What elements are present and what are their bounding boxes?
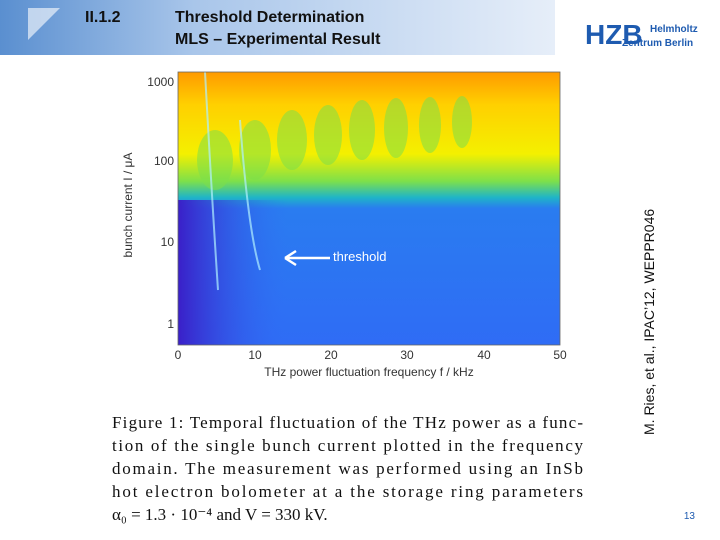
title-line: MLS – Experimental Result bbox=[175, 31, 381, 48]
y-axis-label: bunch current I / μA bbox=[121, 153, 135, 258]
y-tick-label: 1 bbox=[167, 317, 174, 331]
x-tick-label: 40 bbox=[477, 348, 491, 362]
caption-line: domain. The measurement was performed us… bbox=[112, 459, 583, 478]
x-tick-label: 50 bbox=[553, 348, 567, 362]
caption-line: α₀ = 1.3 · 10⁻⁴ and V = 330 kV. bbox=[112, 505, 328, 524]
spectrogram bbox=[177, 71, 561, 346]
title-line: Threshold Determination bbox=[175, 9, 364, 26]
x-tick-label: 20 bbox=[324, 348, 338, 362]
logo-mark: HZB bbox=[585, 19, 643, 50]
y-tick-label: 1000 bbox=[147, 75, 174, 89]
logo-text: Zentrum Berlin bbox=[622, 38, 693, 49]
x-axis-label: THz power fluctuation frequency f / kHz bbox=[264, 365, 473, 379]
y-tick-label: 100 bbox=[154, 154, 174, 168]
header-band bbox=[0, 0, 555, 55]
x-tick-label: 10 bbox=[248, 348, 262, 362]
section-number: II.1.2 bbox=[85, 9, 121, 26]
x-tick-label: 30 bbox=[400, 348, 414, 362]
logo-text: Helmholtz bbox=[650, 24, 698, 35]
caption-line: tion of the single bunch current plotted… bbox=[112, 436, 584, 455]
x-tick-label: 0 bbox=[175, 348, 182, 362]
citation: M. Ries, et al., IPAC’12, WEPPR046 bbox=[641, 209, 657, 435]
annotation: threshold bbox=[333, 249, 386, 264]
header-ornament bbox=[28, 8, 60, 40]
y-tick-label: 10 bbox=[161, 235, 175, 249]
page-number: 13 bbox=[684, 511, 696, 522]
caption-line: hot electron bolometer at a the storage … bbox=[112, 482, 583, 501]
caption-line: Figure 1: Temporal fluctuation of the TH… bbox=[112, 413, 583, 432]
